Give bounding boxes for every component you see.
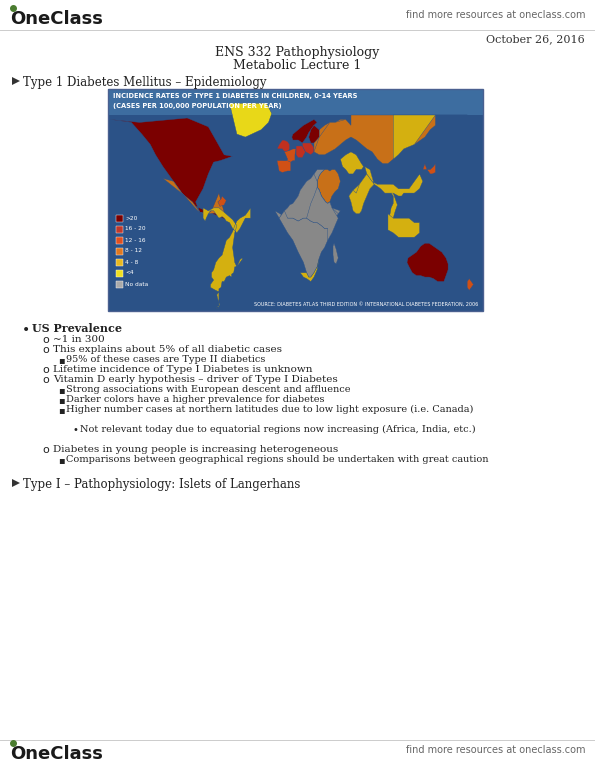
Polygon shape <box>333 243 339 264</box>
Polygon shape <box>279 211 335 277</box>
Text: <4: <4 <box>125 270 134 276</box>
Text: o: o <box>42 445 49 455</box>
Text: Higher number cases at northern latitudes due to low light exposure (i.e. Canada: Higher number cases at northern latitude… <box>66 405 474 414</box>
Polygon shape <box>314 119 351 155</box>
Text: o: o <box>42 335 49 345</box>
Text: Not relevant today due to equatorial regions now increasing (Africa, India, etc.: Not relevant today due to equatorial reg… <box>80 425 475 434</box>
Text: ▪: ▪ <box>58 385 65 395</box>
Bar <box>116 281 123 288</box>
Polygon shape <box>296 146 306 158</box>
Text: No data: No data <box>125 282 148 286</box>
Text: ▪: ▪ <box>58 405 65 415</box>
Polygon shape <box>163 179 224 214</box>
Text: ~1 in 300: ~1 in 300 <box>53 335 105 344</box>
Text: Lifetime incidence of Type I Diabetes is unknown: Lifetime incidence of Type I Diabetes is… <box>53 365 312 374</box>
Text: Type 1 Diabetes Mellitus – Epidemiology: Type 1 Diabetes Mellitus – Epidemiology <box>23 76 267 89</box>
Text: 12 - 16: 12 - 16 <box>125 237 146 243</box>
Text: US Prevalence: US Prevalence <box>32 323 122 334</box>
Polygon shape <box>275 174 339 229</box>
Polygon shape <box>268 169 340 229</box>
Polygon shape <box>277 161 291 172</box>
Polygon shape <box>393 115 472 174</box>
Polygon shape <box>12 479 20 487</box>
Text: ENS 332 Pathophysiology: ENS 332 Pathophysiology <box>215 46 379 59</box>
Polygon shape <box>407 243 448 282</box>
Polygon shape <box>419 164 436 174</box>
Polygon shape <box>377 184 397 226</box>
Polygon shape <box>203 208 250 308</box>
Bar <box>116 237 123 244</box>
Polygon shape <box>317 169 340 203</box>
Polygon shape <box>365 166 423 196</box>
Bar <box>116 270 123 277</box>
Polygon shape <box>292 119 317 143</box>
Text: 16 - 20: 16 - 20 <box>125 226 146 232</box>
Text: INCIDENCE RATES OF TYPE 1 DIABETES IN CHILDREN, 0-14 YEARS: INCIDENCE RATES OF TYPE 1 DIABETES IN CH… <box>113 93 358 99</box>
Polygon shape <box>340 152 364 174</box>
Text: Type I – Pathophysiology: Islets of Langerhans: Type I – Pathophysiology: Islets of Lang… <box>23 478 300 491</box>
Polygon shape <box>306 187 339 240</box>
Bar <box>116 248 123 255</box>
Text: Diabetes in young people is increasing heterogeneous: Diabetes in young people is increasing h… <box>53 445 338 454</box>
Text: find more resources at oneclass.com: find more resources at oneclass.com <box>406 745 585 755</box>
Polygon shape <box>349 169 374 214</box>
Bar <box>108 89 483 115</box>
Text: 95% of these cases are Type II diabetics: 95% of these cases are Type II diabetics <box>66 355 265 364</box>
Text: Darker colors have a higher prevalence for diabetes: Darker colors have a higher prevalence f… <box>66 395 324 404</box>
Polygon shape <box>467 279 474 290</box>
Text: 4 - 8: 4 - 8 <box>125 259 139 265</box>
Text: (CASES PER 100,000 POPULATION PER YEAR): (CASES PER 100,000 POPULATION PER YEAR) <box>113 103 281 109</box>
Text: ▪: ▪ <box>58 355 65 365</box>
Polygon shape <box>309 126 320 143</box>
Text: Metabolic Lecture 1: Metabolic Lecture 1 <box>233 59 361 72</box>
Text: ▪: ▪ <box>58 455 65 465</box>
Text: •: • <box>22 323 30 337</box>
Text: >20: >20 <box>125 216 137 220</box>
Polygon shape <box>300 258 320 282</box>
Bar <box>116 226 123 233</box>
Text: OneClass: OneClass <box>10 745 103 763</box>
Bar <box>108 115 483 311</box>
Polygon shape <box>110 118 233 221</box>
Text: 8 - 12: 8 - 12 <box>125 249 142 253</box>
Bar <box>108 89 483 311</box>
Polygon shape <box>218 196 226 206</box>
Polygon shape <box>314 115 436 164</box>
Text: Vitamin D early hypothesis – driver of Type I Diabetes: Vitamin D early hypothesis – driver of T… <box>53 375 338 384</box>
Polygon shape <box>277 149 296 172</box>
Text: o: o <box>42 345 49 355</box>
Polygon shape <box>12 77 20 85</box>
Polygon shape <box>277 140 290 152</box>
Bar <box>116 215 123 222</box>
Text: find more resources at oneclass.com: find more resources at oneclass.com <box>406 10 585 20</box>
Text: •: • <box>72 425 78 435</box>
Polygon shape <box>302 143 314 155</box>
Polygon shape <box>230 103 272 137</box>
Text: October 26, 2016: October 26, 2016 <box>486 34 585 44</box>
Bar <box>116 259 123 266</box>
Text: Comparisons between geographical regions should be undertaken with great caution: Comparisons between geographical regions… <box>66 455 488 464</box>
Text: ▪: ▪ <box>58 395 65 405</box>
Text: Strong associations with European descent and affluence: Strong associations with European descen… <box>66 385 350 394</box>
Polygon shape <box>349 174 374 214</box>
Text: SOURCE: DIABETES ATLAS THIRD EDITION © INTERNATIONAL DIABETES FEDERATION, 2006: SOURCE: DIABETES ATLAS THIRD EDITION © I… <box>253 302 478 307</box>
Text: o: o <box>42 365 49 375</box>
Text: OneClass: OneClass <box>10 10 103 28</box>
Polygon shape <box>388 214 419 237</box>
Text: o: o <box>42 375 49 385</box>
Text: This explains about 5% of all diabetic cases: This explains about 5% of all diabetic c… <box>53 345 282 354</box>
